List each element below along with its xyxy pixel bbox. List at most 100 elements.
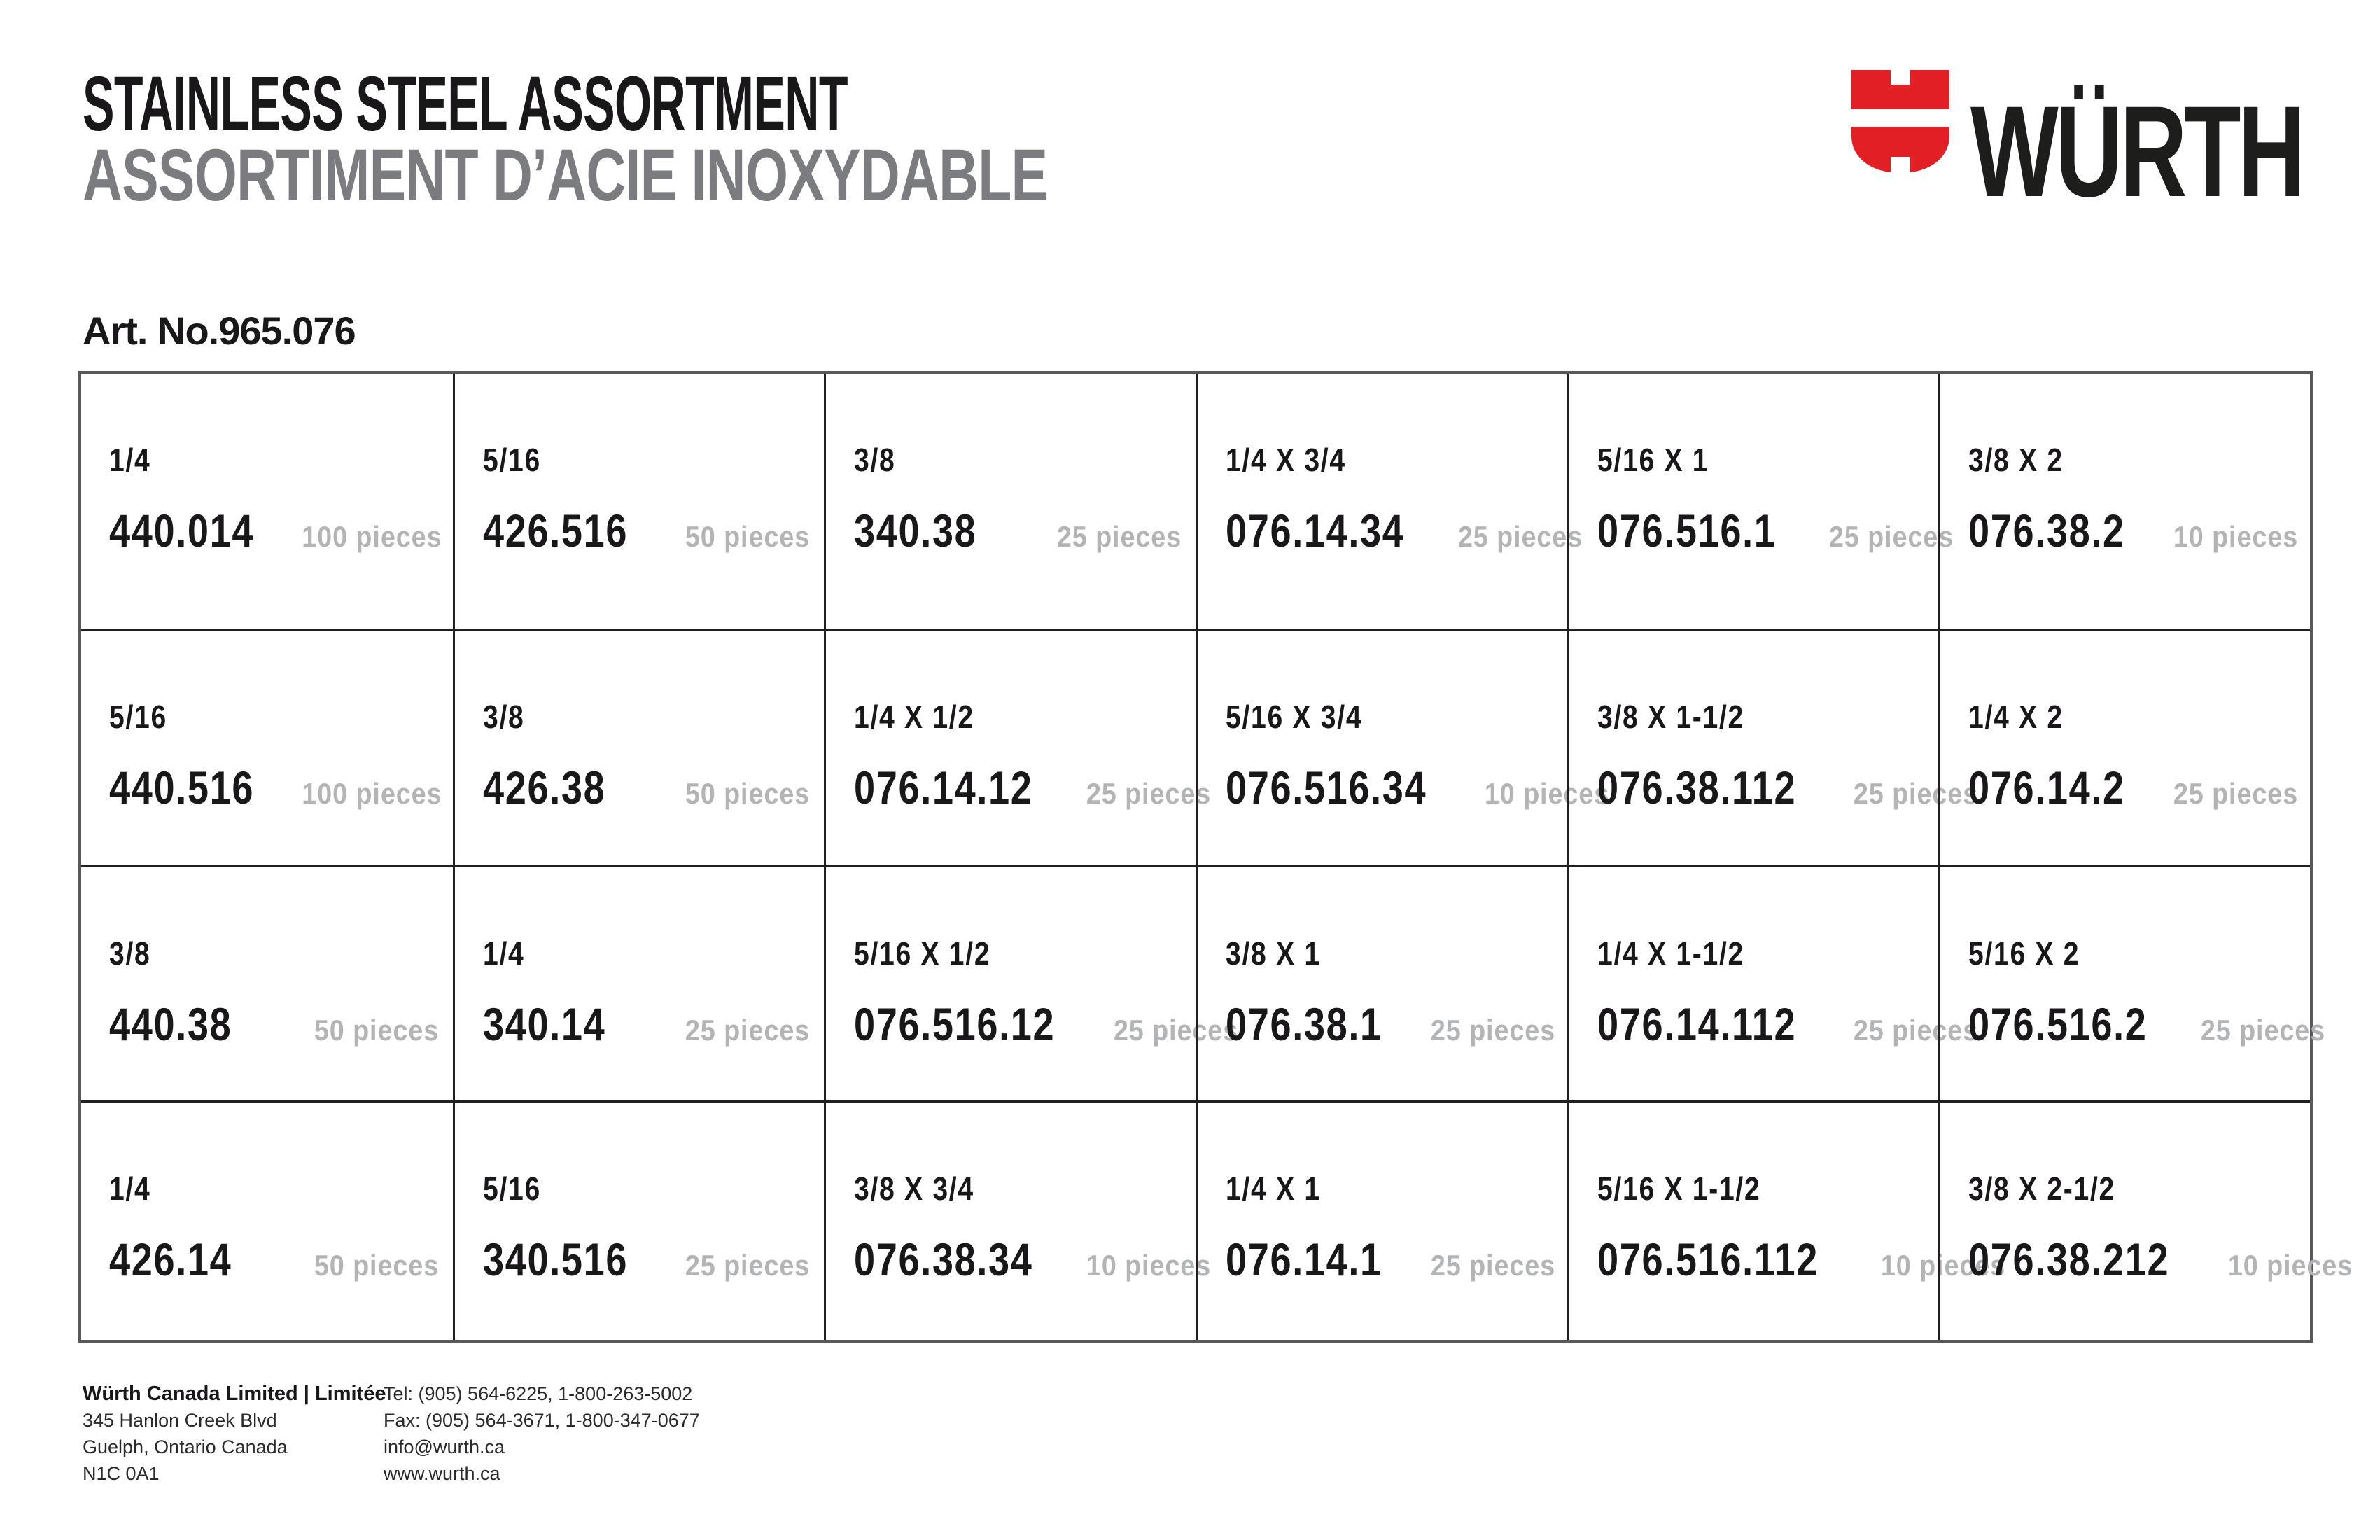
cell-quantity: 25 pieces <box>1854 777 1979 810</box>
cell-quantity: 50 pieces <box>314 1249 439 1282</box>
cell-quantity: 50 pieces <box>685 777 811 810</box>
cell-part-number: 076.38.34 <box>854 1233 1033 1285</box>
cell-size-label: 1/4 <box>482 935 525 972</box>
assortment-cell: 5/16 X 1-1/2 076.516.112 10 pieces <box>1567 1100 2005 1340</box>
cell-number-row: 440.014 100 pieces <box>109 504 441 557</box>
cell-size-label: 1/4 <box>109 1170 151 1207</box>
cell-part-number: 076.38.212 <box>1968 1233 2170 1285</box>
cell-part-number: 076.14.112 <box>1597 998 1796 1050</box>
cell-part-number: 076.14.34 <box>1226 505 1405 556</box>
assortment-cell: 1/4 340.14 25 pieces <box>452 865 825 1100</box>
cell-quantity: 100 pieces <box>301 777 442 810</box>
cell-part-number: 076.14.12 <box>854 762 1033 813</box>
footer-line: Tel: (905) 564-6225, 1-800-263-5002 <box>384 1383 693 1404</box>
assortment-grid: 1/4 440.014 100 pieces 5/16 426.516 50 p… <box>78 371 2352 1343</box>
cell-quantity: 25 pieces <box>2174 777 2299 810</box>
cell-number-row: 076.516.112 10 pieces <box>1597 1233 2005 1286</box>
brand-wordmark: WÜRTH <box>1970 80 2305 224</box>
cell-part-number: 076.14.1 <box>1226 1233 1382 1285</box>
shield-top-shape <box>1851 70 1949 109</box>
assortment-cell: 3/8 440.38 50 pieces <box>81 865 453 1100</box>
cell-number-row: 426.14 50 pieces <box>109 1233 439 1286</box>
assortment-cell: 3/8 X 3/4 076.38.34 10 pieces <box>824 1100 1210 1340</box>
assortment-cell: 3/8 X 2-1/2 076.38.212 10 pieces <box>1938 1100 2352 1340</box>
cell-size-label: 5/16 <box>482 442 541 478</box>
cell-part-number: 340.516 <box>482 1233 628 1285</box>
shield-notch <box>1891 157 1910 173</box>
cell-number-row: 076.38.1 25 pieces <box>1226 997 1555 1051</box>
footer-line: www.wurth.ca <box>384 1463 500 1484</box>
cell-quantity: 10 pieces <box>1880 1249 2006 1282</box>
cell-quantity: 25 pieces <box>685 1014 811 1046</box>
cell-size-label: 3/8 X 2-1/2 <box>1968 1170 2116 1207</box>
wurth-shield-icon <box>1851 70 1949 176</box>
cell-number-row: 426.516 50 pieces <box>483 504 811 557</box>
cell-size-label: 5/16 <box>482 1170 541 1207</box>
assortment-cell: 1/4 X 1-1/2 076.14.112 25 pieces <box>1567 865 1978 1100</box>
assortment-cell: 3/8 X 2 076.38.2 10 pieces <box>1938 374 2310 629</box>
cell-number-row: 076.38.212 10 pieces <box>1968 1233 2352 1286</box>
cell-number-row: 076.38.34 10 pieces <box>854 1233 1210 1286</box>
cell-size-label: 3/8 <box>109 935 151 972</box>
cell-size-label: 5/16 X 2 <box>1968 935 2080 972</box>
cell-part-number: 340.38 <box>854 505 977 556</box>
cell-number-row: 440.516 100 pieces <box>109 761 442 814</box>
cell-quantity: 25 pieces <box>2200 1014 2326 1046</box>
cell-quantity: 50 pieces <box>314 1014 439 1046</box>
cell-part-number: 076.516.1 <box>1597 505 1777 556</box>
cell-number-row: 426.38 50 pieces <box>483 761 811 814</box>
cell-size-label: 3/8 X 3/4 <box>854 1170 975 1207</box>
cell-number-row: 076.38.112 25 pieces <box>1597 761 1978 814</box>
cell-part-number: 426.516 <box>482 505 628 556</box>
footer-line: 345 Hanlon Creek Blvd <box>83 1410 277 1431</box>
assortment-cell: 1/4 X 3/4 076.14.34 25 pieces <box>1196 374 1582 629</box>
footer-line: Fax: (905) 564-3671, 1-800-347-0677 <box>384 1410 700 1431</box>
cell-part-number: 440.38 <box>109 998 232 1050</box>
cell-number-row: 340.516 25 pieces <box>483 1233 811 1286</box>
footer-line: Guelph, Ontario Canada <box>83 1436 288 1457</box>
cell-part-number: 076.516.34 <box>1226 762 1427 813</box>
cell-quantity: 50 pieces <box>685 520 811 553</box>
cell-quantity: 25 pieces <box>1113 1014 1238 1046</box>
assortment-cell: 1/4 X 1 076.14.1 25 pieces <box>1196 1100 1567 1340</box>
cell-quantity: 10 pieces <box>2227 1249 2353 1282</box>
cell-number-row: 076.14.12 25 pieces <box>854 761 1210 814</box>
cell-size-label: 5/16 X 1 <box>1597 442 1709 478</box>
cell-number-row: 076.516.2 25 pieces <box>1968 997 2325 1051</box>
cell-part-number: 440.516 <box>109 762 255 813</box>
cell-number-row: 076.14.112 25 pieces <box>1597 997 1978 1051</box>
cell-part-number: 340.14 <box>482 998 606 1050</box>
cell-size-label: 3/8 <box>854 442 896 478</box>
cell-size-label: 5/16 X 1-1/2 <box>1597 1170 1761 1207</box>
cell-quantity: 25 pieces <box>1430 1249 1556 1282</box>
assortment-cell: 3/8 340.38 25 pieces <box>824 374 1196 629</box>
cell-part-number: 426.14 <box>109 1233 232 1285</box>
cell-number-row: 340.14 25 pieces <box>483 997 811 1051</box>
cell-size-label: 1/4 X 1 <box>1226 1170 1321 1207</box>
cell-quantity: 25 pieces <box>1056 520 1182 553</box>
cell-size-label: 3/8 X 1 <box>1226 935 1321 972</box>
article-number: Art. No.965.076 <box>83 309 356 353</box>
cell-part-number: 076.38.2 <box>1968 505 2126 556</box>
cell-part-number: 076.38.112 <box>1597 762 1796 813</box>
cell-number-row: 076.14.34 25 pieces <box>1226 504 1582 557</box>
footer-contact-block: Tel: (905) 564-6225, 1-800-263-5002 Fax: … <box>384 1380 700 1487</box>
footer-address: 345 Hanlon Creek Blvd Guelph, Ontario Can… <box>83 1407 386 1487</box>
footer-line: N1C 0A1 <box>83 1463 160 1484</box>
assortment-cell: 5/16 X 2 076.516.2 25 pieces <box>1938 865 2325 1100</box>
cell-quantity: 25 pieces <box>685 1249 811 1282</box>
cell-part-number: 076.516.112 <box>1597 1233 1819 1285</box>
assortment-cell: 5/16 X 3/4 076.516.34 10 pieces <box>1196 629 1609 865</box>
cell-part-number: 440.014 <box>109 505 255 556</box>
cell-size-label: 1/4 X 1-1/2 <box>1597 935 1744 972</box>
assortment-cell: 5/16 X 1/2 076.516.12 25 pieces <box>824 865 1238 1100</box>
cell-number-row: 076.516.1 25 pieces <box>1597 504 1954 557</box>
cell-size-label: 5/16 X 1/2 <box>854 935 991 972</box>
cell-size-label: 3/8 <box>482 699 525 735</box>
cell-quantity: 25 pieces <box>1829 520 1954 553</box>
cell-quantity: 25 pieces <box>1457 520 1583 553</box>
assortment-cell: 1/4 426.14 50 pieces <box>81 1100 453 1340</box>
footer-contact: Tel: (905) 564-6225, 1-800-263-5002 Fax: … <box>384 1380 700 1487</box>
cell-number-row: 076.516.34 10 pieces <box>1226 761 1609 814</box>
